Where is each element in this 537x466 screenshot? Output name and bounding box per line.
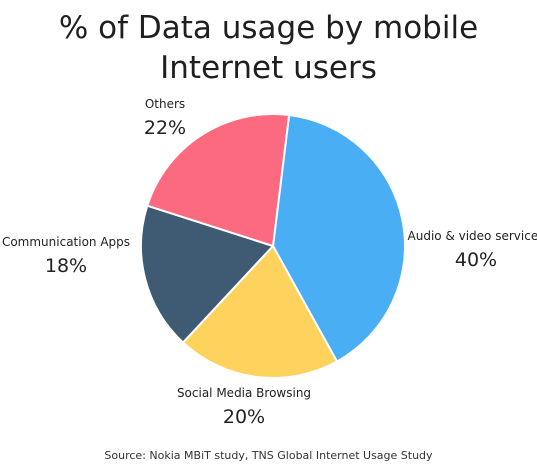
slice-label-0: Audio & video services [408, 229, 537, 243]
slice-label-3: Others [145, 97, 185, 111]
pie-slice-3 [146, 113, 291, 247]
pie-slice-2 [140, 204, 274, 344]
slice-label-1: Social Media Browsing [177, 386, 311, 400]
chart-title-line-2: Internet users [160, 50, 377, 86]
source-note: Source: Nokia MBiT study, TNS Global Int… [104, 449, 433, 462]
chart-title: % of Data usage by mobile Internet users [0, 8, 537, 88]
chart-title-line-1: % of Data usage by mobile [58, 10, 479, 46]
pie-slice-1 [181, 245, 338, 379]
pie-slice-0 [272, 113, 406, 363]
slice-label-2: Communication Apps [2, 235, 130, 249]
pie-labels: Audio & video services 40% Social Media Br… [2, 97, 537, 428]
slice-value-0: 40% [455, 249, 497, 271]
slice-value-2: 18% [45, 255, 87, 277]
pie-slices [140, 113, 406, 379]
slice-value-3: 22% [144, 117, 186, 139]
slice-value-1: 20% [223, 406, 265, 428]
